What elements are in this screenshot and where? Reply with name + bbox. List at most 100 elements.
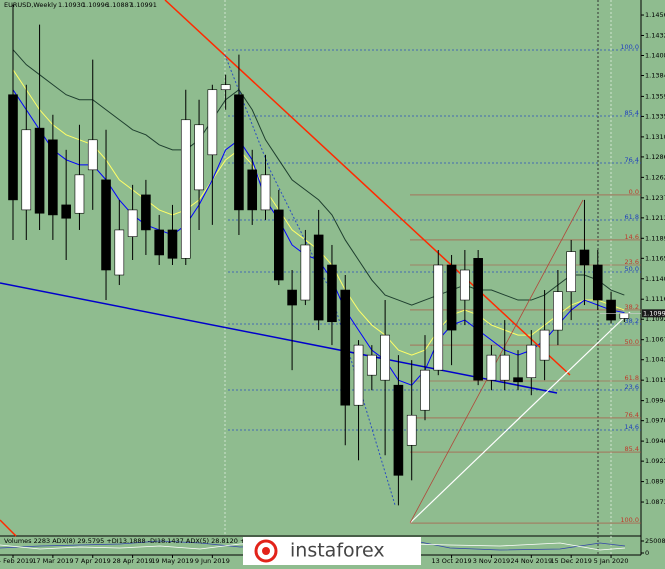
candles [8,4,630,506]
x-tick-label: 15 Dec 2019 [550,557,592,565]
candle-body [34,127,45,214]
indicator-label: Volumes 2283 ADX(8) 29.5795 +DI13.1888 -… [4,537,313,545]
y-tick-label: 1.11650 [645,254,665,262]
candle-body [566,251,576,293]
y-tick-label: 1.10435 [645,356,665,364]
x-tick-label: 19 May 2019 [151,557,193,565]
y-tick-label: 1.13350 [645,112,665,120]
x-tick-label: 13 Oct 2019 [431,557,471,565]
x-tick-label: 17 Mar 2019 [32,557,73,565]
watermark: instaforex [243,537,421,565]
candle-body [579,249,590,266]
trend-line [0,519,17,537]
y-tick-label: 1.13590 [645,92,665,100]
candle-body [220,84,231,91]
x-tick-label: 28 Apr 2019 [113,557,153,565]
y-tick-label: 1.08975 [645,478,665,486]
y-tick-label: 1.12375 [645,194,665,202]
fib-label: 61.8 [625,213,639,221]
candle-body [247,169,258,211]
candle-body [114,229,125,276]
fib-label: 50.0 [625,338,639,346]
candle-body [486,354,497,381]
candle-body [74,174,85,214]
trend-line [0,282,558,394]
candle-body [194,124,204,191]
candle-body [353,344,364,406]
candle-body [101,179,111,271]
candle-body [141,194,151,231]
x-tick-label: 24 Feb 2019 [0,557,33,565]
current-price-label: 1.10991 [643,309,665,317]
candle-body [406,414,417,446]
watermark-logo [262,547,270,555]
x-tick-label: 3 Nov 2019 [473,557,511,565]
x-tick-label: 9 Jun 2019 [195,557,230,565]
candle-body [127,209,138,237]
candle-body [8,94,18,201]
fib-label: 0.0 [629,188,639,196]
fib-label: 38.2 [625,317,639,325]
candle-body [313,234,324,321]
candle-body [327,264,337,323]
chart-title: EURUSD,Weekly [4,1,57,9]
y-tick-label: 1.14080 [645,52,665,60]
y-tick-label: 1.11405 [645,275,665,283]
fib-label: 23.6 [625,383,639,391]
candle-body [473,258,483,381]
fib-label: 76.4 [625,156,639,164]
fib-label: 23.6 [625,258,639,266]
y-tick-label: 1.14565 [645,11,665,19]
candle-body [48,139,58,216]
fib-label: 100.0 [620,516,639,524]
y-tick-label: 1.13105 [645,133,665,141]
header-price: 1.10996 [82,1,109,9]
y-tick-label: 1.09945 [645,397,665,405]
y-tick-label: 1.13840 [645,72,665,80]
candle-body [513,377,523,383]
y-tick-label: 1.10190 [645,376,665,384]
fib-label: 100.0 [620,43,639,51]
fib-label: 85.4 [625,445,639,453]
candle-body [393,384,404,476]
y-tick-label: 0 [645,549,649,557]
fib-label: 50.0 [625,265,639,273]
y-tick-label: 1.10675 [645,336,665,344]
candle-body [539,329,550,361]
fib-label: 85.4 [625,109,639,117]
candle-body [273,209,284,281]
fib-label: 14.6 [625,233,639,241]
candle-body [61,204,71,219]
zigzag-line [409,199,584,524]
y-tick-label: 1.12865 [645,153,665,161]
trend-line [409,311,631,524]
candle-body [367,354,377,376]
header-price: 1.10930 [58,1,85,9]
fib-label: 76.4 [625,411,639,419]
candle-body [21,129,32,211]
candle-body [446,264,457,331]
candle-body [300,244,311,301]
candle-body [234,94,244,211]
y-tick-label: 1.12620 [645,173,665,181]
watermark-text: instaforex [290,540,385,562]
y-tick-label: 250087 [645,537,665,545]
moving-average [12,49,625,306]
candle-body [553,291,563,331]
candle-body [340,289,351,406]
y-tick-label: 1.08730 [645,498,665,506]
candle-body [499,354,510,381]
candle-body [87,139,98,171]
y-tick-label: 1.09460 [645,437,665,445]
indicator-axis: 0 250087 [641,537,665,557]
watermark-logo [254,539,278,563]
y-tick-label: 1.09705 [645,417,665,425]
price-axis: 1.14565 1.14320 1.14080 1.13840 1.13590 1.133… [600,11,665,506]
fib-label: 14.6 [625,423,639,431]
candle-body [380,334,390,381]
header-price: 1.10991 [130,1,157,9]
y-tick-label: 1.11890 [645,234,665,242]
fib-label: 61.8 [625,374,639,382]
fib-label: 38.2 [625,303,639,311]
